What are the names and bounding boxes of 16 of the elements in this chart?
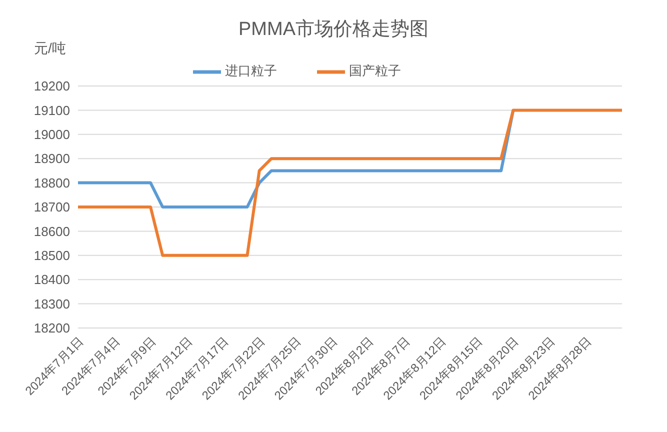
y-tick-label: 19100 — [34, 102, 70, 118]
line-series — [76, 108, 624, 257]
y-tick-label: 19200 — [34, 78, 70, 94]
chart-title: PMMA市场价格走势图 — [238, 19, 428, 40]
y-tick-label: 18600 — [34, 224, 70, 239]
y-tick-label: 18200 — [34, 320, 70, 336]
y-tick-label: 18900 — [34, 151, 70, 166]
y-tick-label: 18400 — [34, 272, 70, 288]
y-axis-title: 元/吨 — [34, 40, 66, 58]
y-tick-label: 18500 — [34, 248, 70, 264]
y-tick-label: 18300 — [34, 296, 70, 312]
legend-label: 进口粒子 — [225, 63, 277, 78]
legend-label: 国产粒子 — [349, 63, 401, 78]
y-tick-label: 18700 — [34, 200, 70, 215]
y-tick-label: 19000 — [34, 127, 70, 142]
y-tick-label: 18800 — [34, 175, 70, 190]
